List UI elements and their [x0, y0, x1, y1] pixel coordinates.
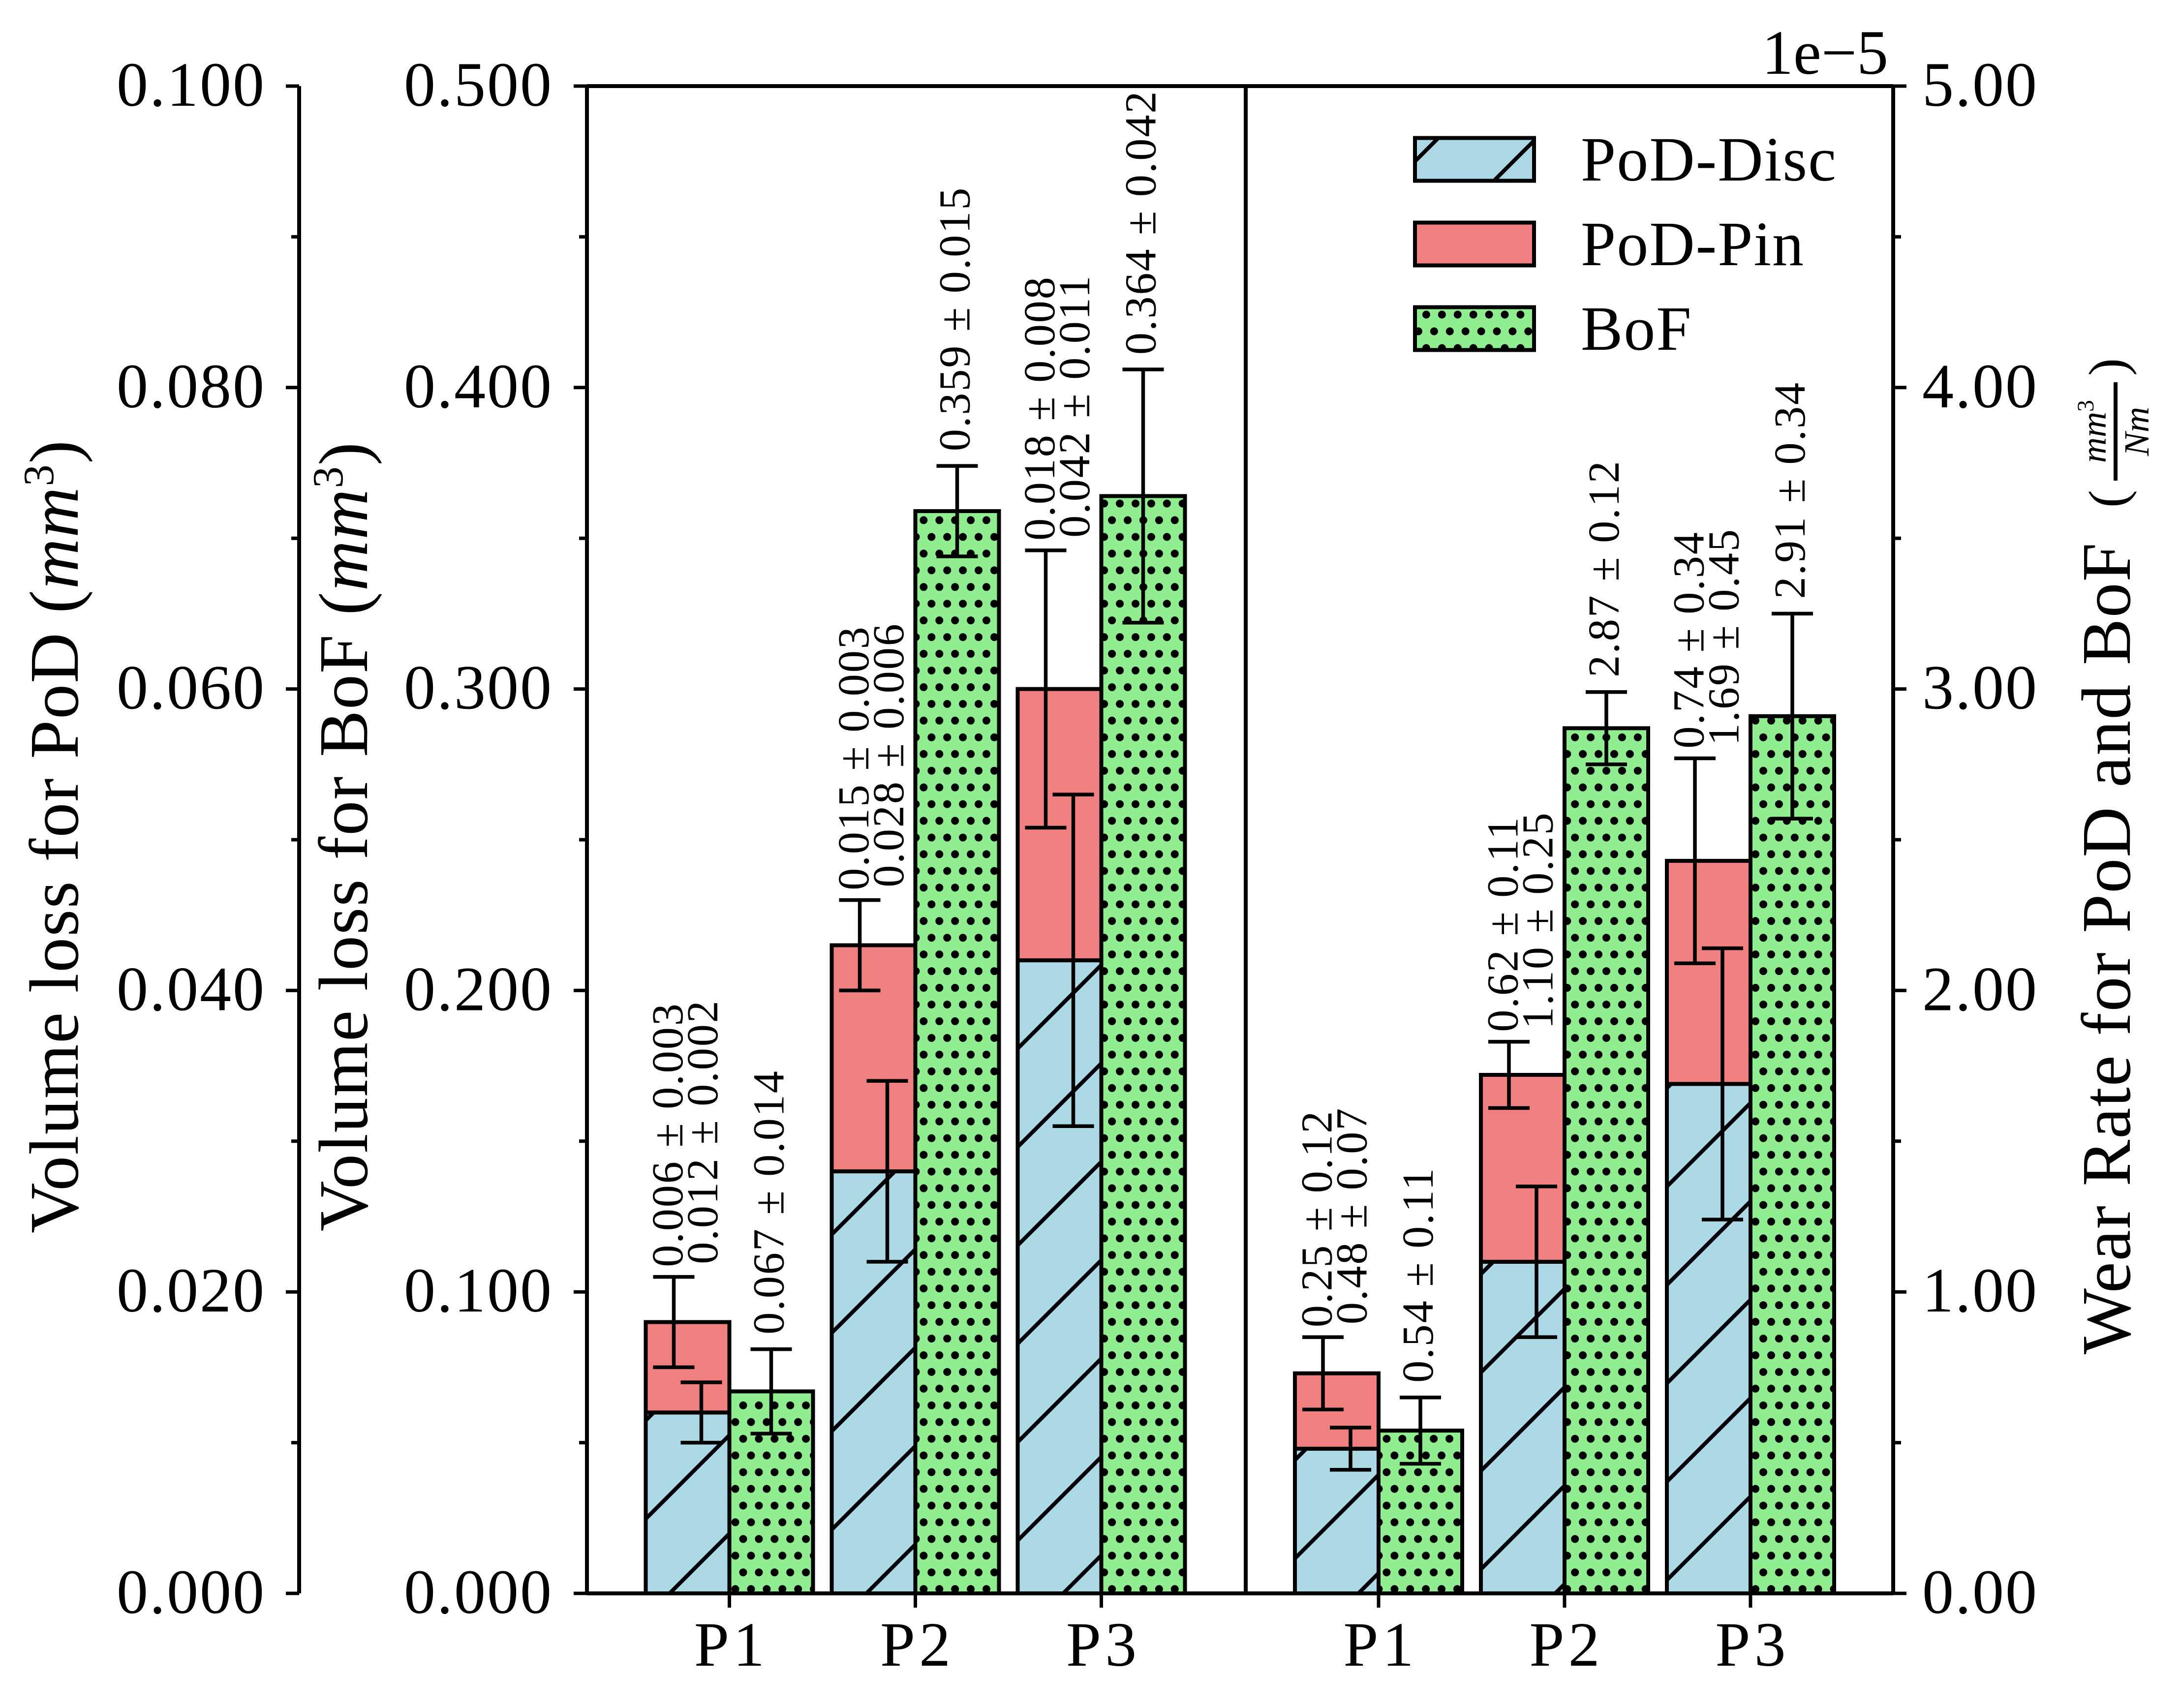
svg-text:Volume loss for BoF (mm3): Volume loss for BoF (mm3) — [305, 441, 382, 1231]
svg-text:0.015 ± 0.003: 0.015 ± 0.003 — [829, 625, 878, 890]
svg-text:mm3: mm3 — [2073, 400, 2114, 463]
svg-text:0.00: 0.00 — [1922, 1557, 2038, 1627]
svg-text:3.00: 3.00 — [1922, 653, 2038, 723]
svg-text:Nm: Nm — [2117, 407, 2156, 457]
svg-text:0.200: 0.200 — [404, 954, 553, 1024]
svg-text:0.48 ± 0.07: 0.48 ± 0.07 — [1328, 1107, 1377, 1324]
svg-text:PoD-Disc: PoD-Disc — [1581, 124, 1837, 194]
svg-text:0.060: 0.060 — [117, 653, 266, 723]
svg-text:0.000: 0.000 — [117, 1557, 266, 1627]
svg-text:0.100: 0.100 — [404, 1255, 553, 1325]
svg-text:(: ( — [2079, 490, 2137, 508]
svg-text:0.006 ± 0.003: 0.006 ± 0.003 — [644, 1002, 692, 1267]
svg-text:0.25 ± 0.12: 0.25 ± 0.12 — [1293, 1110, 1342, 1327]
svg-text:5.00: 5.00 — [1922, 50, 2038, 120]
svg-text:0.018 ± 0.008: 0.018 ± 0.008 — [1015, 275, 1064, 540]
svg-text:2.91 ± 0.34: 2.91 ± 0.34 — [1766, 381, 1814, 599]
svg-text:1.00: 1.00 — [1922, 1255, 2038, 1325]
svg-text:0.028 ± 0.006: 0.028 ± 0.006 — [864, 622, 913, 887]
svg-text:0.012 ± 0.002: 0.012 ± 0.002 — [678, 999, 727, 1264]
svg-text:0.080: 0.080 — [117, 351, 266, 421]
svg-text:P3: P3 — [1715, 1610, 1789, 1679]
svg-text:Wear Rate for PoD and BoF: Wear Rate for PoD and BoF — [2067, 542, 2145, 1354]
svg-text:0.74 ± 0.34: 0.74 ± 0.34 — [1665, 531, 1714, 748]
svg-text:2.00: 2.00 — [1922, 954, 2038, 1024]
svg-text:P2: P2 — [1529, 1610, 1603, 1679]
svg-text:0.000: 0.000 — [404, 1557, 553, 1627]
svg-text:BoF: BoF — [1581, 294, 1692, 364]
svg-text:): ) — [2079, 358, 2137, 376]
svg-text:0.364 ± 0.042: 0.364 ± 0.042 — [1117, 90, 1166, 355]
svg-text:P2: P2 — [880, 1610, 954, 1679]
svg-text:0.300: 0.300 — [404, 653, 553, 723]
svg-text:0.54 ± 0.11: 0.54 ± 0.11 — [1394, 1167, 1443, 1383]
svg-text:0.62 ± 0.11: 0.62 ± 0.11 — [1479, 816, 1528, 1032]
svg-text:0.040: 0.040 — [117, 954, 266, 1024]
svg-text:0.100: 0.100 — [117, 50, 266, 120]
svg-text:1.10 ± 0.25: 1.10 ± 0.25 — [1514, 811, 1563, 1029]
svg-text:4.00: 4.00 — [1922, 351, 2038, 421]
svg-text:Volume loss for PoD (mm3): Volume loss for PoD (mm3) — [15, 439, 93, 1233]
svg-text:1e−5: 1e−5 — [1762, 18, 1888, 88]
svg-text:0.042 ± 0.011: 0.042 ± 0.011 — [1050, 274, 1099, 538]
svg-text:0.500: 0.500 — [404, 50, 553, 120]
svg-text:1.69 ± 0.45: 1.69 ± 0.45 — [1700, 528, 1749, 745]
svg-text:P3: P3 — [1066, 1610, 1140, 1679]
svg-text:P1: P1 — [694, 1610, 768, 1679]
svg-text:PoD-Pin: PoD-Pin — [1581, 209, 1805, 279]
svg-text:P1: P1 — [1343, 1610, 1417, 1679]
svg-text:0.400: 0.400 — [404, 351, 553, 421]
svg-text:2.87 ± 0.12: 2.87 ± 0.12 — [1580, 459, 1628, 677]
svg-text:0.067 ± 0.014: 0.067 ± 0.014 — [745, 1069, 794, 1334]
svg-text:0.359 ± 0.015: 0.359 ± 0.015 — [931, 186, 980, 451]
svg-text:0.020: 0.020 — [117, 1255, 266, 1325]
